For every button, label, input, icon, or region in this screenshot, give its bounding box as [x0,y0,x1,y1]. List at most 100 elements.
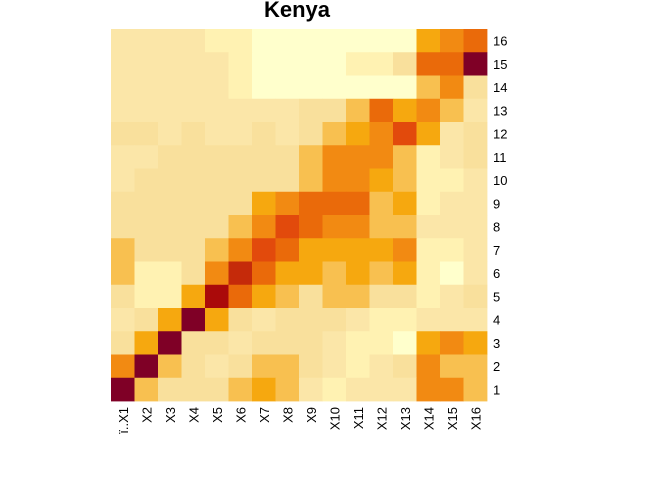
heatmap-cell [369,168,394,193]
heatmap-cell [463,75,488,100]
heatmap-cell [322,331,347,355]
heatmap-cell [346,261,370,286]
heatmap-cell [299,122,323,146]
heatmap-cell [369,308,394,332]
heatmap-cell [416,168,441,193]
heatmap-cell [299,215,323,239]
heatmap-cell [205,331,229,355]
x-axis-labels: ï..X1 X2 X3 X4 X5 X6 X7 X8 X9 X10 X11 X12 X13 X14 X15 X… [116,407,484,434]
y-tick-label: 3 [493,336,500,351]
heatmap-cell [463,168,488,193]
y-tick-label: 1 [493,382,500,397]
heatmap-cell [158,215,182,239]
heatmap-cell [393,29,417,53]
heatmap-cell [369,377,394,402]
heatmap-cell [322,98,347,123]
heatmap-cell [416,75,441,100]
heatmap-cell [111,75,135,100]
heatmap-cell [181,168,206,193]
heatmap-cell [228,261,253,286]
heatmap-cell [299,331,323,355]
heatmap-cell [158,308,182,332]
heatmap-cell [252,284,276,309]
heatmap-cell [440,261,464,286]
heatmap-cell [322,284,347,309]
heatmap-cell [158,377,182,402]
heatmap-cell [369,238,394,262]
x-tick-label: X5 [210,407,225,423]
heatmap-cell [252,238,276,262]
heatmap-cell [346,98,370,123]
heatmap-cell [440,145,464,169]
heatmap-cell [158,29,182,53]
heatmap-cell [275,354,300,379]
heatmap-cell [440,191,464,216]
heatmap-cell [205,191,229,216]
heatmap-cell [205,354,229,379]
heatmap-cell [252,52,276,76]
heatmap-cell [322,354,347,379]
heatmap-cell [393,145,417,169]
heatmap-cell [369,29,394,53]
heatmap-cell [440,238,464,262]
heatmap-cell [111,238,135,262]
heatmap-cell [416,98,441,123]
heatmap-cell [205,52,229,76]
heatmap-cell [158,75,182,100]
heatmap-cell [228,377,253,402]
heatmap-cell [275,377,300,402]
heatmap-cell [322,29,347,53]
heatmap-cell [111,145,135,169]
heatmap-cell [440,168,464,193]
heatmap-cell [393,238,417,262]
y-tick-label: 14 [493,80,507,95]
heatmap-cell [346,168,370,193]
heatmap-cell [369,354,394,379]
heatmap-cell [440,122,464,146]
heatmap-cell [134,354,159,379]
heatmap-cell [416,377,441,402]
heatmap-cell [158,122,182,146]
heatmap-cell [369,284,394,309]
heatmap-cell [228,168,253,193]
heatmap-cell [440,52,464,76]
heatmap-cell [416,238,441,262]
heatmap-cell [158,354,182,379]
y-tick-label: 4 [493,313,500,328]
heatmap-cell [134,168,159,193]
heatmap-cell [134,215,159,239]
heatmap-cell [252,75,276,100]
heatmap-cell [205,308,229,332]
heatmap-cell [205,98,229,123]
heatmap-cell [111,284,135,309]
y-tick-label: 10 [493,173,507,188]
y-tick-label: 13 [493,103,507,118]
heatmap-cell [463,52,488,76]
heatmap-cell [228,145,253,169]
heatmap-cell [416,191,441,216]
heatmap-cell [322,308,347,332]
heatmap-cell [440,215,464,239]
heatmap-cell [181,145,206,169]
heatmap-cell [346,284,370,309]
heatmap-cell [299,52,323,76]
heatmap-cell [346,331,370,355]
heatmap-cell [346,145,370,169]
heatmap-cell [111,191,135,216]
heatmap-cell [252,168,276,193]
heatmap-cell [275,308,300,332]
x-tick-label: X7 [257,407,272,423]
x-tick-label: ï..X1 [116,407,131,434]
heatmap-cell [205,122,229,146]
heatmap-cell [205,377,229,402]
heatmap-cell [346,377,370,402]
heatmap-cell [463,377,488,402]
heatmap-cell [440,308,464,332]
heatmap-cell [393,122,417,146]
heatmap-cell [111,261,135,286]
heatmap-cell [322,238,347,262]
heatmap-cell [346,354,370,379]
heatmap-cell [299,377,323,402]
